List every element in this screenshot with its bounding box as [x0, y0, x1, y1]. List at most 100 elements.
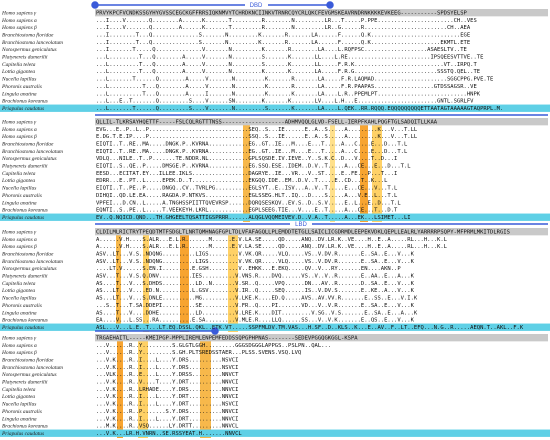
sequence: AS....T...V....DDHE...........LD........…: [96, 310, 418, 316]
species-name: Platynereis dumerilii: [1, 55, 48, 61]
species-name: Priapulus caudatus: [1, 325, 44, 331]
species-name: Branchiostoma lanceolatum: [2, 365, 63, 371]
sequence: ASV..LT...V.S..NDQNG..........LIGS......…: [96, 259, 415, 265]
consensus-bar: [95, 334, 548, 342]
sequence: ...I........T...Q..............S.......N…: [96, 32, 470, 38]
sequence: EIQTI..T..PE..P.....DNGQ..CV..TVRLPG....…: [96, 186, 398, 192]
sequence: EESD...ECITAT.EY...ILLEE.IKLS...........…: [96, 171, 397, 177]
species-name: Homo sapiens α: [1, 127, 37, 133]
highlight-row: [0, 323, 550, 331]
sequence: ...L..........T...Q........A.....V......…: [96, 84, 477, 90]
highlight-column: [143, 234, 149, 332]
sequence: ...L...E..T.......Q.........S....V......…: [96, 99, 474, 105]
species-name: Homo sapiens γ: [1, 335, 37, 341]
sequence: ASV..LT...V.S..NDQNG..........LIGS......…: [96, 251, 415, 257]
sequence: ...V.K...LR.H.VNRN..SE.RSSYEAT.H.......N…: [96, 431, 242, 437]
species-name: Phoronis australis: [1, 409, 42, 415]
species-name: Notospermus geniculatus: [1, 266, 57, 272]
species-name: Priapulus caudatus: [1, 215, 44, 221]
sequence: ...V.K....R..LRHADE....Y.DRS..........NN…: [96, 387, 238, 393]
sequence: ...V.K....R..I....L....Y.DRS..........NS…: [96, 365, 238, 371]
species-name: Brachionus koreanus: [2, 208, 48, 214]
species-name: Capitella teleta: [2, 62, 36, 68]
species-name: Capitella teleta: [2, 281, 36, 287]
sequence: EVG...E..P..L..P........................…: [96, 127, 418, 133]
sequence: DIHQI..QD.LE.EA.....RAGDA.P.NTKVS.......…: [96, 193, 398, 199]
sequence: ...L.......T......Q.........S....V......…: [96, 106, 503, 112]
species-name: Lottia gigantea: [1, 394, 35, 400]
sequence: ...V.K....R..I....L....Y.DRT..........NS…: [96, 402, 238, 408]
species-name: Homo sapiens β: [1, 350, 37, 356]
sequence: ...I.......T.....Q..............V.......…: [96, 47, 467, 53]
sequence: EV..Q.NQICD.QND...TH.GHGEELTQSATTIGSPRRR…: [96, 215, 411, 221]
species-name: Homo sapiens γ: [1, 10, 37, 16]
sequence: EA....V...L.SS...RA..........E.SA.......…: [96, 318, 415, 324]
sequence: ...V.K....R..V....T....Y.DRT..........NN…: [96, 380, 238, 386]
species-name: Notospermus geniculatus: [1, 47, 57, 53]
domain-label: LBD: [295, 222, 307, 228]
sequence: AS....T...V...S.DHDS..........LD..N.....…: [96, 281, 415, 287]
sequence: ...I....V.......Q........A......K.......…: [96, 18, 477, 24]
species-name: Brachionus koreanus: [2, 424, 48, 430]
sequence: ...L..........T...Q........A.....I......…: [96, 91, 481, 97]
sequence: A......V.H....S.ALR...E.L.R.......M.....…: [96, 237, 448, 243]
domain-label: DBD: [250, 3, 263, 9]
species-name: Branchiostoma lanceolatum: [2, 40, 63, 46]
highlight-row: [0, 429, 550, 437]
highlight-column: [180, 234, 189, 332]
sequence: ...L.........T...Q........A.....V.......…: [96, 69, 480, 75]
highlight-column: [138, 340, 148, 438]
sequence: ...VLK....R..E....L....Y.DRSS.........NN…: [96, 372, 239, 378]
domain-end: [91, 1, 99, 9]
species-name: Branchiostoma floridae: [2, 31, 54, 38]
species-name: Platynereis dumerilii: [1, 164, 48, 170]
species-name: Lottia gigantea: [1, 178, 35, 184]
species-name: Homo sapiens α: [1, 343, 37, 349]
sequence: ...V.K....R..P.......S.Y.DRS..........NN…: [96, 409, 238, 415]
species-name: Lottia gigantea: [1, 69, 35, 75]
species-name: Nucella lapillus: [1, 186, 36, 192]
highlight-column: [228, 234, 238, 332]
domain-markers: [91, 1, 548, 335]
sequence: ...V.K....R..I....L....Y.DRT..........NN…: [96, 416, 238, 422]
sequence: ASV...T...V.S.Q.DNV..........IES........…: [96, 274, 415, 280]
species-name: Homo sapiens γ: [1, 119, 37, 125]
sequence: ...V......R..Y.........S.GH.PLTSREDSSTAE…: [96, 350, 301, 356]
sequence: AS...LT...V...S.DNLE..........MG........…: [96, 296, 418, 302]
domain-end: [211, 327, 219, 335]
species-name: Capitella teleta: [2, 171, 36, 177]
sequence: ...I........T...Q..............S.......N…: [96, 40, 470, 46]
species-name: Priapulus caudatus: [1, 106, 44, 112]
highlight-column: [117, 340, 123, 438]
sequence: ...M.K....R..VSQ......LY.DRTT.........NN…: [96, 424, 239, 430]
sequence: ...S..T...T.SA.DDEPI..........SE........…: [96, 303, 415, 309]
species-name: Phoronis australis: [1, 84, 42, 90]
species-name: Brachionus koreanus: [2, 318, 48, 324]
highlight-row: [0, 213, 550, 221]
species-name: Lottia gigantea: [1, 288, 35, 294]
sequence: EIQTI..S..QE..P.....DMSGE.P..KVRNA......…: [96, 164, 411, 170]
species-name: Phoronis australis: [1, 303, 42, 309]
sequence: AS...LT...V....ED.N..........L.GSV......…: [96, 288, 415, 294]
species-name: Branchiostoma lanceolatum: [2, 259, 63, 265]
sequence: ...I....V.......Q........A......K.......…: [96, 25, 471, 31]
species-name: Phoronis australis: [1, 193, 42, 199]
species-name: Lingula anatina: [1, 416, 37, 422]
species-name: Branchiostoma floridae: [2, 140, 54, 147]
consensus-bar: [95, 9, 548, 17]
sequence: VDLQ...NILE..T..P.......TE.NDDR.NL......…: [96, 156, 397, 162]
species-name: Capitella teleta: [2, 387, 36, 393]
species-name: Lingula anatina: [1, 200, 37, 206]
species-name: Platynereis dumerilii: [1, 274, 48, 280]
sequence: ASL...V...L.E..T...LT.EQ.DSSL.QKL..ETK.V…: [96, 325, 524, 331]
sequence: ...L.........T...Q........A.....V.......…: [96, 62, 477, 68]
domain-end: [326, 1, 334, 9]
sequence: ...V......R..Y.........S.GLGTLGGH.......…: [96, 343, 331, 349]
highlight-column: [243, 124, 250, 222]
species-name: Branchiostoma lanceolatum: [2, 149, 63, 155]
highlight-column: [372, 124, 382, 222]
species-name: Branchiostoma floridae: [2, 250, 54, 257]
sequence: EDRR...E..PT..L.....EPEK.D..T...........…: [96, 178, 388, 184]
species-name: Lingula anatina: [1, 91, 37, 97]
